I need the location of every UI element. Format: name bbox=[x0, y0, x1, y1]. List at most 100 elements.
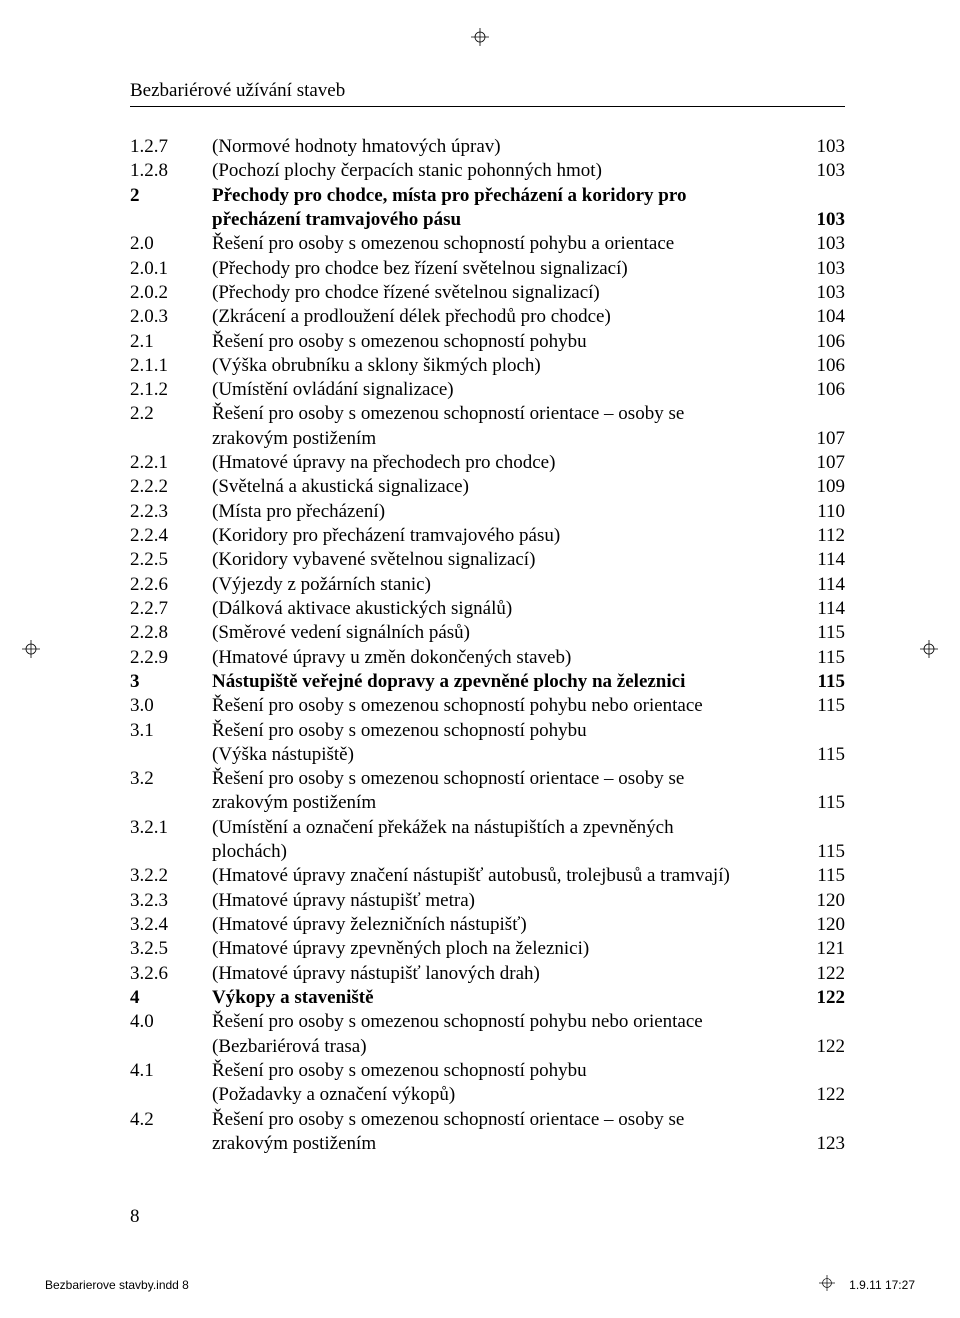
toc-page: 106 bbox=[793, 330, 845, 354]
toc-row: 3Nástupiště veřejné dopravy a zpevněné p… bbox=[130, 670, 845, 694]
toc-row: 2.2.4(Koridory pro přecházení tramvajové… bbox=[130, 524, 845, 548]
toc-title: (Světelná a akustická signalizace) bbox=[212, 475, 793, 499]
toc-title: (Umístění ovládání signalizace) bbox=[212, 378, 793, 402]
toc-title: (Zkrácení a prodloužení délek přechodů p… bbox=[212, 305, 793, 329]
toc-page: 115 bbox=[793, 840, 845, 864]
toc-title: (Výška obrubníku a sklony šikmých ploch) bbox=[212, 354, 793, 378]
toc-page: 115 bbox=[793, 743, 845, 767]
toc-row: plochách)115 bbox=[130, 840, 845, 864]
toc-number: 2.1 bbox=[130, 330, 212, 354]
toc-page: 110 bbox=[793, 500, 845, 524]
toc-page: 122 bbox=[793, 962, 845, 986]
toc-row: přecházení tramvajového pásu103 bbox=[130, 208, 845, 232]
toc-page: 103 bbox=[793, 208, 845, 232]
toc-title: Nástupiště veřejné dopravy a zpevněné pl… bbox=[212, 670, 793, 694]
toc-row: 2.2.8(Směrové vedení signálních pásů)115 bbox=[130, 621, 845, 645]
toc-page: 120 bbox=[793, 889, 845, 913]
toc-row: 4.1Řešení pro osoby s omezenou schopnost… bbox=[130, 1059, 845, 1083]
toc-page: 122 bbox=[793, 986, 845, 1010]
toc-row: 2.1Řešení pro osoby s omezenou schopnost… bbox=[130, 330, 845, 354]
toc-number: 2.0.2 bbox=[130, 281, 212, 305]
toc-row: (Výška nástupiště)115 bbox=[130, 743, 845, 767]
toc-row: 2.0.2(Přechody pro chodce řízené světeln… bbox=[130, 281, 845, 305]
toc-page: 112 bbox=[793, 524, 845, 548]
toc-number: 3.2.6 bbox=[130, 962, 212, 986]
footer-filename: Bezbarierove stavby.indd 8 bbox=[45, 1278, 189, 1292]
toc-page: 103 bbox=[793, 159, 845, 183]
toc-number: 2.0.3 bbox=[130, 305, 212, 329]
toc-row: (Bezbariérová trasa)122 bbox=[130, 1035, 845, 1059]
toc-number: 2.2.2 bbox=[130, 475, 212, 499]
registration-mark-left-icon bbox=[22, 640, 40, 663]
toc-title: (Pochozí plochy čerpacích stanic pohonný… bbox=[212, 159, 793, 183]
toc-number: 3.1 bbox=[130, 719, 212, 743]
toc-page: 109 bbox=[793, 475, 845, 499]
toc-title: (Normové hodnoty hmatových úprav) bbox=[212, 135, 793, 159]
toc-number: 2.2.6 bbox=[130, 573, 212, 597]
toc-number: 1.2.7 bbox=[130, 135, 212, 159]
toc-title: (Hmatové úpravy nástupišť metra) bbox=[212, 889, 793, 913]
toc-title: Výkopy a staveniště bbox=[212, 986, 793, 1010]
toc-row: zrakovým postižením123 bbox=[130, 1132, 845, 1156]
toc-title: (Výška nástupiště) bbox=[212, 743, 793, 767]
document-page: Bezbariérové užívání staveb 1.2.7(Normov… bbox=[0, 0, 960, 1318]
toc-title: (Přechody pro chodce bez řízení světelno… bbox=[212, 257, 793, 281]
toc-title: (Hmatové úpravy značení nástupišť autobu… bbox=[212, 864, 793, 888]
toc-number: 3 bbox=[130, 670, 212, 694]
toc-page: 103 bbox=[793, 281, 845, 305]
toc-page: 103 bbox=[793, 135, 845, 159]
toc-page: 115 bbox=[793, 694, 845, 718]
toc-row: 2.2.9(Hmatové úpravy u změn dokončených … bbox=[130, 646, 845, 670]
toc-number: 2.0.1 bbox=[130, 257, 212, 281]
toc-number: 4 bbox=[130, 986, 212, 1010]
toc-number: 4.1 bbox=[130, 1059, 212, 1083]
toc-row: 3.1Řešení pro osoby s omezenou schopnost… bbox=[130, 719, 845, 743]
toc-number: 3.2.5 bbox=[130, 937, 212, 961]
table-of-contents: 1.2.7(Normové hodnoty hmatových úprav)10… bbox=[130, 135, 845, 1156]
toc-row: 2.2Řešení pro osoby s omezenou schopnost… bbox=[130, 402, 845, 426]
toc-row: 3.2.2(Hmatové úpravy značení nástupišť a… bbox=[130, 864, 845, 888]
toc-page: 114 bbox=[793, 597, 845, 621]
toc-row: 3.2.1(Umístění a označení překážek na ná… bbox=[130, 816, 845, 840]
toc-page: 115 bbox=[793, 791, 845, 815]
toc-row: 2.2.2(Světelná a akustická signalizace)1… bbox=[130, 475, 845, 499]
toc-title: Řešení pro osoby s omezenou schopností p… bbox=[212, 719, 793, 743]
toc-title: (Hmatové úpravy železničních nástupišť) bbox=[212, 913, 793, 937]
toc-page: 106 bbox=[793, 378, 845, 402]
toc-title: (Místa pro přecházení) bbox=[212, 500, 793, 524]
toc-number: 2.2.5 bbox=[130, 548, 212, 572]
toc-number: 3.2.4 bbox=[130, 913, 212, 937]
toc-row: 4.2Řešení pro osoby s omezenou schopnost… bbox=[130, 1108, 845, 1132]
toc-row: 3.2.6(Hmatové úpravy nástupišť lanových … bbox=[130, 962, 845, 986]
toc-title: (Koridory vybavené světelnou signalizací… bbox=[212, 548, 793, 572]
toc-number: 2.2.4 bbox=[130, 524, 212, 548]
toc-title: Řešení pro osoby s omezenou schopností p… bbox=[212, 232, 793, 256]
toc-row: 2.0.1(Přechody pro chodce bez řízení svě… bbox=[130, 257, 845, 281]
toc-row: 3.2.3(Hmatové úpravy nástupišť metra)120 bbox=[130, 889, 845, 913]
toc-number: 2.1.1 bbox=[130, 354, 212, 378]
toc-row: 2.0Řešení pro osoby s omezenou schopnost… bbox=[130, 232, 845, 256]
toc-row: 2.1.1(Výška obrubníku a sklony šikmých p… bbox=[130, 354, 845, 378]
toc-page: 123 bbox=[793, 1132, 845, 1156]
toc-page: 107 bbox=[793, 451, 845, 475]
toc-number: 2.2.8 bbox=[130, 621, 212, 645]
toc-row: 2.2.5(Koridory vybavené světelnou signal… bbox=[130, 548, 845, 572]
toc-number: 3.2 bbox=[130, 767, 212, 791]
toc-title: (Požadavky a označení výkopů) bbox=[212, 1083, 793, 1107]
registration-mark-top-icon bbox=[471, 28, 489, 51]
toc-title: zrakovým postižením bbox=[212, 1132, 793, 1156]
toc-page: 114 bbox=[793, 573, 845, 597]
toc-title: Řešení pro osoby s omezenou schopností p… bbox=[212, 330, 793, 354]
toc-page: 106 bbox=[793, 354, 845, 378]
toc-title: Řešení pro osoby s omezenou schopností p… bbox=[212, 1059, 793, 1083]
toc-title: plochách) bbox=[212, 840, 793, 864]
toc-title: Řešení pro osoby s omezenou schopností p… bbox=[212, 1010, 793, 1034]
toc-number: 2.0 bbox=[130, 232, 212, 256]
toc-row: 2.1.2(Umístění ovládání signalizace)106 bbox=[130, 378, 845, 402]
toc-row: 2.0.3(Zkrácení a prodloužení délek přech… bbox=[130, 305, 845, 329]
toc-page: 114 bbox=[793, 548, 845, 572]
toc-row: 1.2.8(Pochozí plochy čerpacích stanic po… bbox=[130, 159, 845, 183]
toc-title: (Výjezdy z požárních stanic) bbox=[212, 573, 793, 597]
toc-title: (Hmatové úpravy na přechodech pro chodce… bbox=[212, 451, 793, 475]
toc-title: (Umístění a označení překážek na nástupi… bbox=[212, 816, 793, 840]
